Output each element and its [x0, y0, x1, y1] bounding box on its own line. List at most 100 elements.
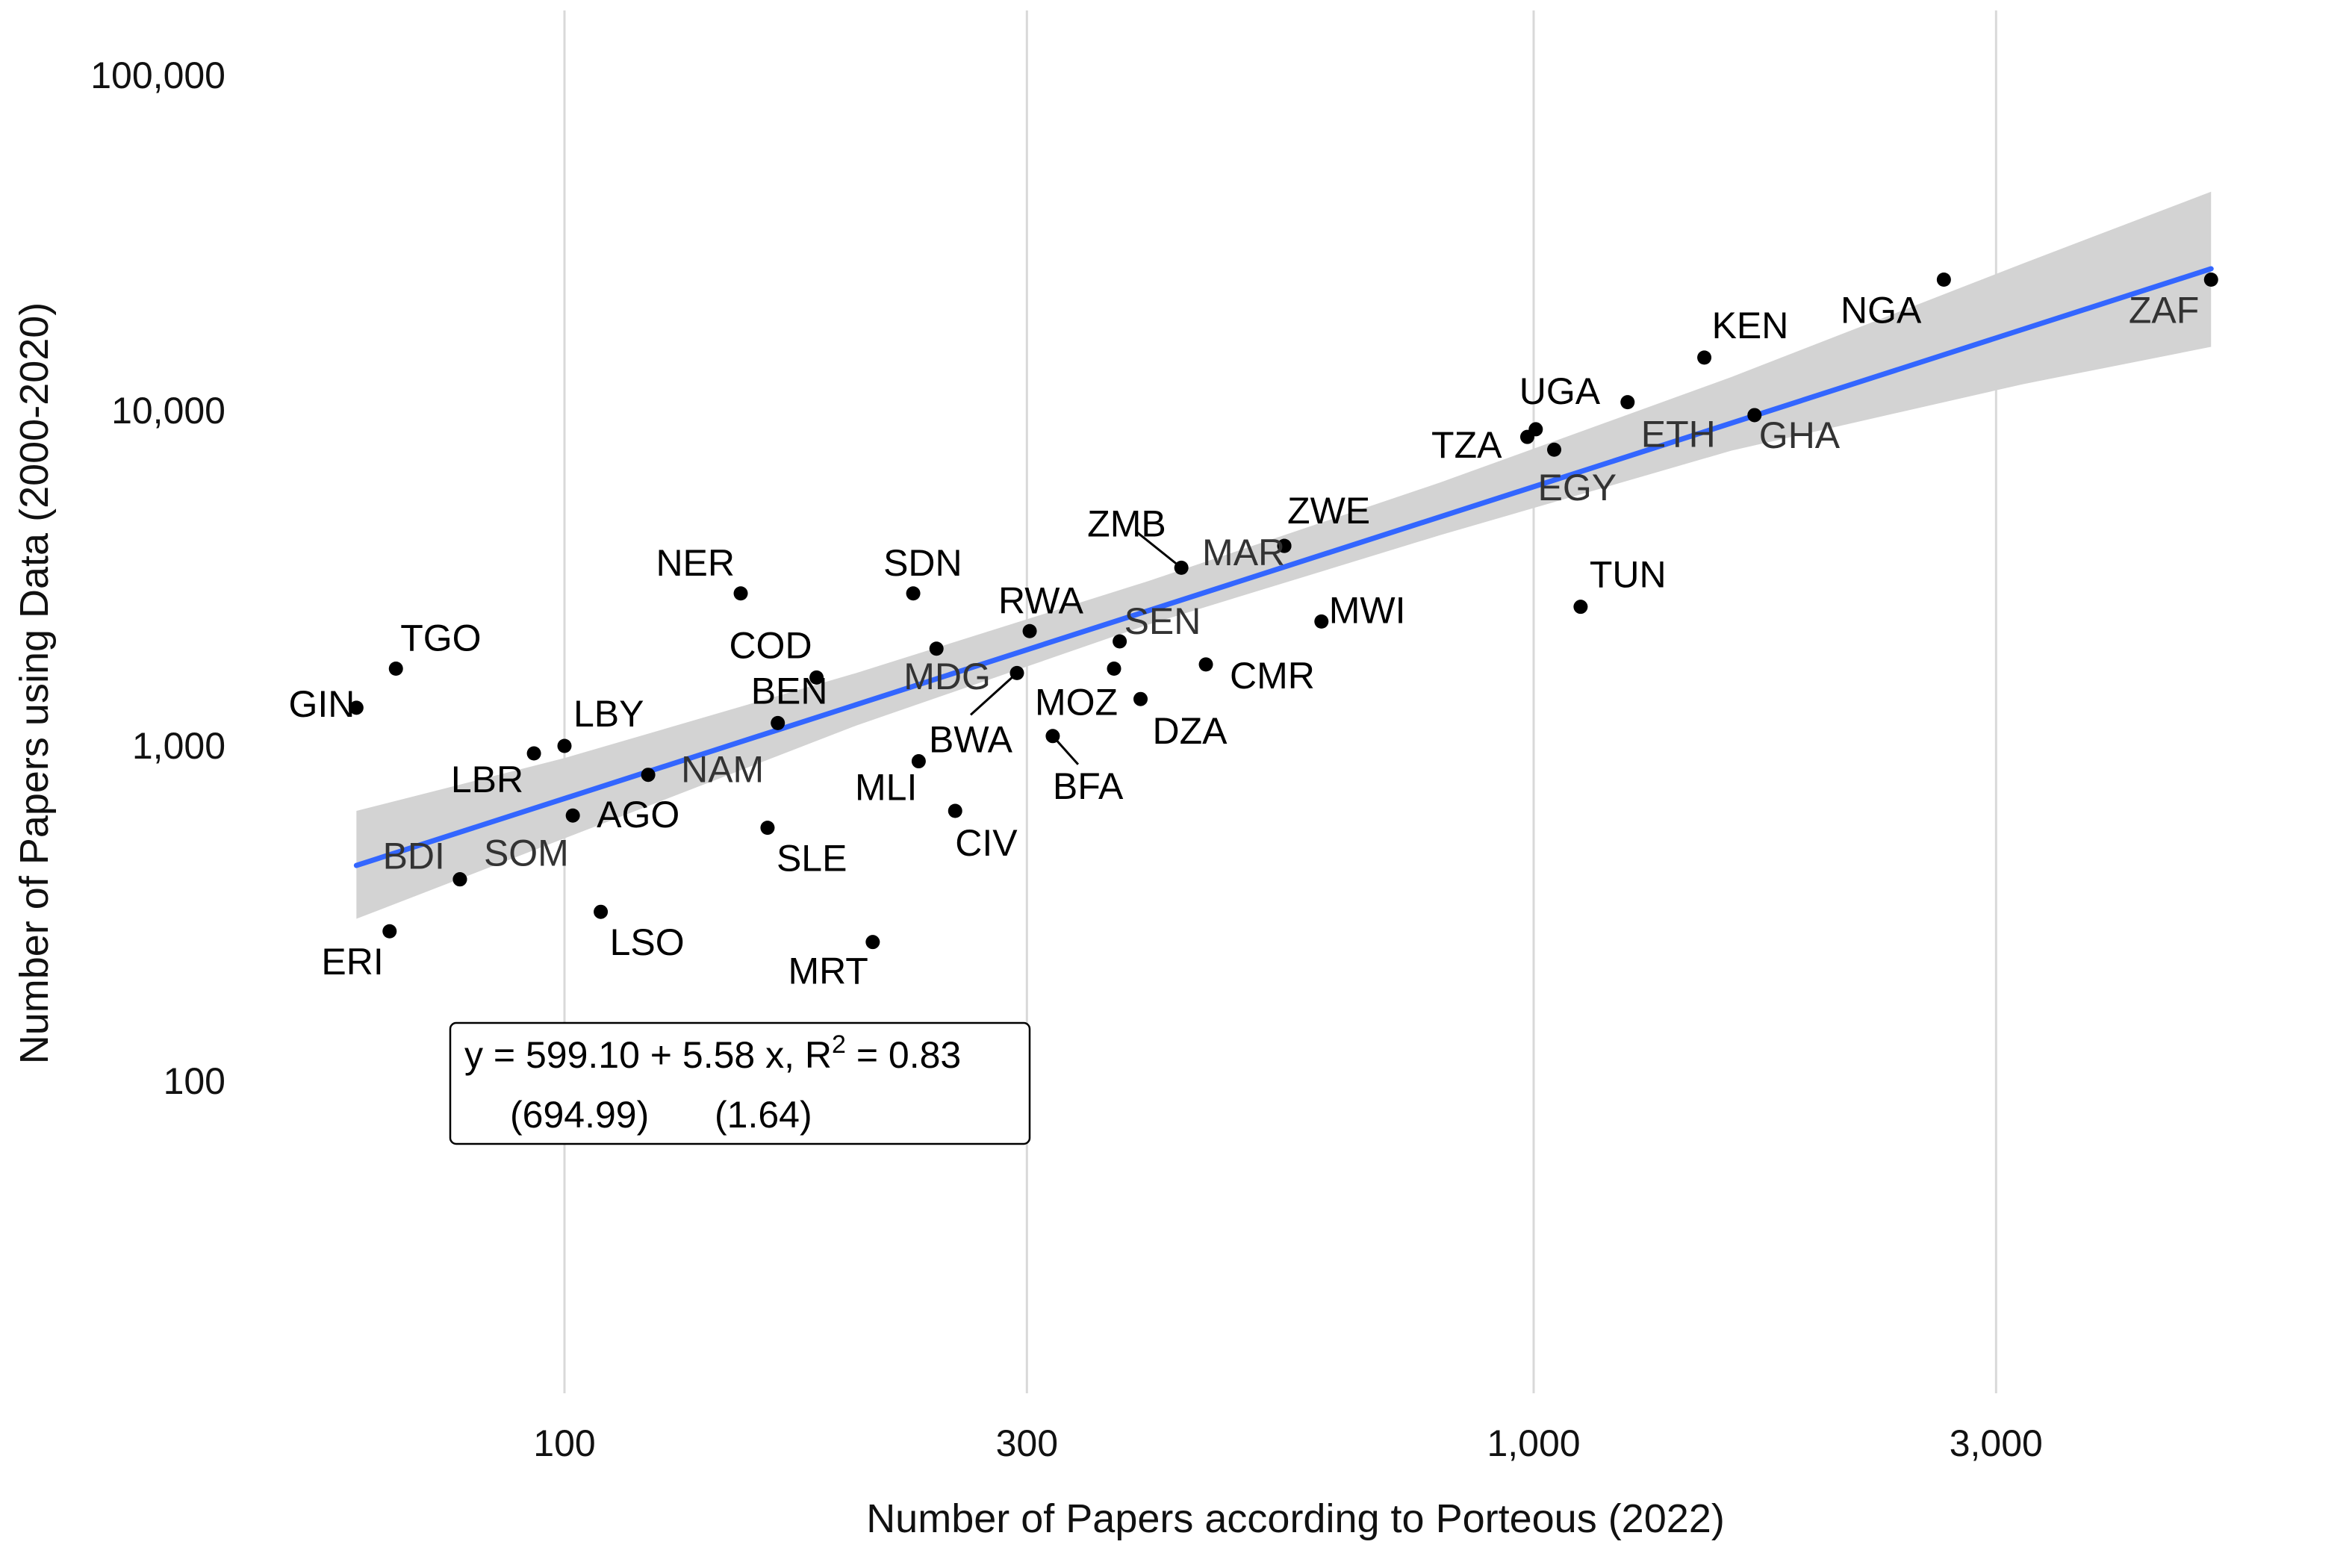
point-label-bwa: BWA: [929, 718, 1013, 760]
point-label-zwe: ZWE: [1287, 490, 1370, 532]
y-tick-label: 100,000: [90, 55, 225, 96]
y-tick-label: 100: [164, 1060, 225, 1102]
point-gha: [1747, 408, 1762, 423]
leader-line-bwa: [969, 672, 1018, 716]
point-label-eth: ETH: [1641, 414, 1716, 455]
point-label-moz: MOZ: [1035, 682, 1118, 724]
point-label-nga: NGA: [1841, 289, 1922, 331]
equation-prefix: y = 599.10 + 5.58 x, R: [464, 1034, 832, 1076]
x-tick-label: 100: [533, 1422, 595, 1464]
point-label-sle: SLE: [777, 838, 847, 880]
x-tick-label: 300: [996, 1422, 1058, 1464]
point-label-mli: MLI: [855, 767, 917, 809]
equation-box-frame: [449, 1021, 1031, 1145]
point-mli: [911, 754, 926, 769]
point-lby: [557, 738, 572, 753]
point-eth: [1620, 395, 1635, 410]
point-label-ago: AGO: [597, 794, 679, 836]
point-label-lbr: LBR: [451, 759, 523, 800]
point-label-nam: NAM: [681, 749, 764, 791]
equation-se-intercept: (694.99): [510, 1094, 649, 1136]
point-uga: [1528, 422, 1543, 437]
point-tun: [1573, 600, 1588, 615]
y-axis-title: Number of Papers using Data (2000-2020): [12, 302, 57, 1065]
point-label-cmr: CMR: [1230, 655, 1315, 697]
point-sle: [760, 821, 775, 836]
point-label-cod: COD: [729, 624, 812, 666]
point-lbr: [526, 746, 541, 761]
point-label-uga: UGA: [1519, 370, 1601, 412]
point-mwi: [1314, 614, 1329, 629]
point-nam: [641, 768, 656, 783]
y-tick-label: 1,000: [132, 725, 225, 767]
x-tick-label: 3,000: [1950, 1422, 2043, 1464]
point-ken: [1697, 350, 1712, 365]
point-label-sen: SEN: [1124, 600, 1201, 642]
x-tick-label: 1,000: [1487, 1422, 1580, 1464]
point-zwe: [1277, 538, 1292, 553]
point-mdg: [929, 641, 944, 656]
point-label-zmb: ZMB: [1087, 503, 1166, 544]
y-axis-ticks: 100 1,000 10,000 100,000: [90, 55, 225, 1102]
confidence-band-layer: [356, 191, 2212, 919]
point-label-bfa: BFA: [1053, 765, 1124, 807]
point-bwa: [1009, 665, 1024, 680]
point-sen: [1113, 634, 1127, 649]
data-points: [349, 272, 2218, 950]
grid-lines: [563, 10, 1997, 1393]
point-moz: [1107, 662, 1121, 676]
point-ago: [565, 808, 580, 823]
equation-r-squared-superscript: 2: [832, 1030, 846, 1059]
regression-equation-box: y = 599.10 + 5.58 x, R2 = 0.83 (694.99) …: [449, 1021, 1031, 1145]
point-bfa: [1045, 729, 1060, 744]
point-label-ben: BEN: [751, 670, 828, 712]
y-tick-label: 10,000: [111, 390, 225, 432]
point-label-tun: TUN: [1590, 554, 1667, 596]
point-lso: [594, 904, 609, 919]
point-rwa: [1022, 623, 1037, 638]
leader-line-zmb: [1136, 531, 1183, 569]
point-label-egy: EGY: [1538, 467, 1617, 508]
point-label-ner: NER: [656, 542, 735, 584]
fit-line-layer: [353, 266, 2214, 868]
point-egy: [1547, 442, 1562, 457]
point-label-mrt: MRT: [788, 951, 868, 992]
point-label-som: SOM: [484, 833, 569, 874]
point-ner: [733, 586, 748, 601]
point-zaf: [2203, 272, 2218, 287]
x-axis-title: Number of Papers according to Porteous (…: [866, 1496, 1725, 1541]
point-label-gin: GIN: [288, 683, 355, 725]
point-dza: [1133, 691, 1148, 706]
x-axis-ticks: 100 300 1,000 3,000: [533, 1422, 2043, 1464]
point-label-ken: KEN: [1712, 305, 1789, 346]
point-tgo: [388, 662, 403, 676]
point-gin: [349, 700, 364, 715]
point-som: [452, 872, 467, 887]
regression-line: [353, 266, 2214, 868]
point-ben: [771, 715, 785, 730]
point-label-tgo: TGO: [400, 617, 481, 659]
point-label-mdg: MDG: [903, 656, 991, 697]
point-zmb: [1174, 560, 1189, 575]
point-label-gha: GHA: [1759, 414, 1841, 456]
point-eri: [382, 924, 397, 939]
point-cod: [809, 670, 824, 685]
point-nga: [1936, 272, 1951, 287]
point-label-rwa: RWA: [998, 579, 1084, 621]
point-cmr: [1198, 657, 1213, 672]
point-label-civ: CIV: [955, 822, 1018, 864]
equation-line-1: y = 599.10 + 5.58 x, R2 = 0.83: [464, 1030, 961, 1076]
point-label-tza: TZA: [1431, 424, 1502, 466]
point-label-lby: LBY: [573, 693, 644, 735]
point-label-lso: LSO: [610, 921, 685, 963]
point-civ: [948, 803, 962, 818]
point-label-bdi: BDI: [383, 836, 445, 877]
point-label-zaf: ZAF: [2129, 289, 2199, 331]
point-sdn: [906, 586, 921, 601]
point-mrt: [865, 935, 880, 950]
point-label-mwi: MWI: [1329, 589, 1406, 631]
point-label-dza: DZA: [1153, 710, 1228, 752]
point-label-eri: ERI: [321, 941, 383, 983]
